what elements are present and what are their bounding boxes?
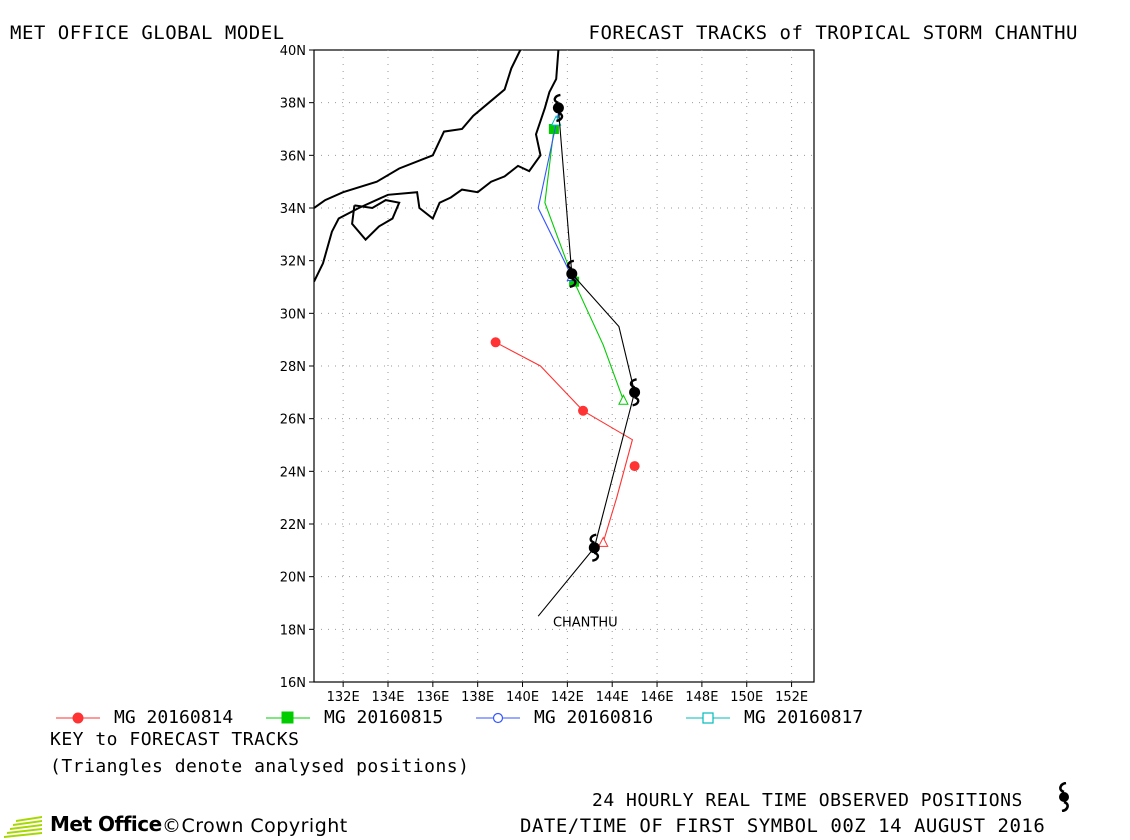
- track-line: [544, 128, 624, 401]
- storm-symbol-core: [552, 102, 564, 114]
- observed-track-line: [537, 107, 636, 617]
- storm-symbol-icon: [552, 93, 564, 123]
- storm-symbol-core: [629, 386, 641, 398]
- storm-symbol-icon: [566, 259, 578, 288]
- storm-symbol-arm: [556, 111, 564, 123]
- lon-tick-label: 152E: [775, 690, 808, 705]
- chart-title: FORECAST TRACKS of TROPICAL STORM CHANTH…: [588, 22, 1078, 44]
- legend-marker-circle-open: [476, 712, 520, 724]
- first-symbol-datetime: DATE/TIME OF FIRST SYMBOL 00Z 14 AUGUST …: [520, 815, 1046, 837]
- forecast-point: [569, 276, 580, 287]
- lat-tick-label: 32N: [280, 255, 306, 270]
- lon-tick-label: 142E: [551, 690, 584, 705]
- storm-symbol-icon: [1059, 782, 1069, 812]
- lon-tick-label: 146E: [641, 690, 674, 705]
- lat-tick-label: 26N: [280, 413, 306, 428]
- key-note: (Triangles denote analysed positions): [50, 756, 470, 777]
- logo-stripe: [13, 820, 42, 826]
- analysed-position-triangle: [597, 536, 609, 547]
- lat-tick-label: 34N: [280, 202, 306, 217]
- legend-marker-circle-filled: [56, 712, 100, 724]
- copyright: ©Crown Copyright: [162, 815, 348, 837]
- storm-symbol-arm: [553, 93, 561, 105]
- legend-label: MG 20160815: [324, 707, 444, 728]
- storm-symbol-arm: [567, 259, 575, 270]
- lat-tick-label: 16N: [280, 676, 306, 691]
- coastline-segment: [351, 199, 401, 242]
- track-line: [495, 341, 634, 543]
- storm-symbol-arm: [632, 396, 640, 407]
- lat-tick-label: 22N: [280, 518, 306, 533]
- met-office-logo-text: Met Office: [50, 812, 162, 836]
- storm-symbol-core: [588, 542, 600, 554]
- logo-stripe: [7, 828, 42, 834]
- storm-symbol-icon: [629, 378, 641, 407]
- key-title: KEY to FORECAST TRACKS: [50, 729, 300, 750]
- lon-tick-label: 132E: [327, 690, 360, 705]
- storm-symbol-arm: [569, 277, 577, 288]
- track-line: [537, 113, 573, 277]
- forecast-point: [548, 124, 559, 134]
- storm-symbol-arm: [589, 533, 597, 544]
- logo-stripe: [4, 832, 42, 838]
- axis-ticks: 132E 134E 136E 138E 140E 142E 144E 146E 148E 150E…: [280, 44, 808, 705]
- lat-tick-label: 30N: [280, 307, 306, 322]
- lon-tick-label: 140E: [506, 690, 539, 705]
- storm-label: CHANTHU: [553, 616, 618, 631]
- coastline: [314, 50, 560, 283]
- lon-tick-label: 148E: [685, 690, 718, 705]
- map-frame: [313, 49, 815, 683]
- model-title: MET OFFICE GLOBAL MODEL: [10, 22, 285, 44]
- legend-label: MG 20160817: [744, 707, 864, 728]
- coastline-segment: [314, 50, 522, 209]
- lat-tick-label: 38N: [280, 97, 306, 112]
- coastline-segment: [314, 50, 560, 283]
- lon-tick-label: 144E: [596, 690, 629, 705]
- lon-tick-label: 138E: [461, 690, 494, 705]
- lon-tick-label: 136E: [416, 690, 449, 705]
- lat-tick-label: 24N: [280, 465, 306, 480]
- legend-marker-square-filled: [266, 711, 310, 724]
- forecast-point: [629, 461, 640, 472]
- lat-tick-label: 18N: [280, 623, 306, 638]
- storm-symbol-arm: [592, 551, 600, 562]
- lon-tick-label: 134E: [371, 690, 404, 705]
- storm-symbol-icon: [588, 533, 600, 562]
- logo-stripe: [10, 824, 42, 830]
- forecast-point: [490, 337, 501, 348]
- lat-tick-label: 40N: [280, 44, 306, 59]
- lat-tick-label: 36N: [280, 149, 306, 164]
- logo-stripe: [16, 816, 42, 822]
- legend-marker-square-open: [686, 712, 730, 724]
- met-office-logo-icon: [4, 816, 42, 838]
- forecast-tracks: [490, 112, 640, 547]
- lon-tick-label: 150E: [730, 690, 763, 705]
- storm-symbol-arm: [629, 378, 637, 389]
- lat-tick-label: 28N: [280, 360, 306, 375]
- forecast-point: [578, 405, 589, 416]
- observed-positions-label: 24 HOURLY REAL TIME OBSERVED POSITIONS: [592, 790, 1023, 811]
- storm-symbol-core: [566, 268, 578, 280]
- legend-label: MG 20160816: [534, 707, 654, 728]
- grid-lines: [314, 50, 814, 682]
- observed-track: [537, 93, 641, 617]
- lat-tick-label: 20N: [280, 571, 306, 586]
- legend-label: MG 20160814: [114, 707, 234, 728]
- analysed-position-triangle: [618, 394, 629, 405]
